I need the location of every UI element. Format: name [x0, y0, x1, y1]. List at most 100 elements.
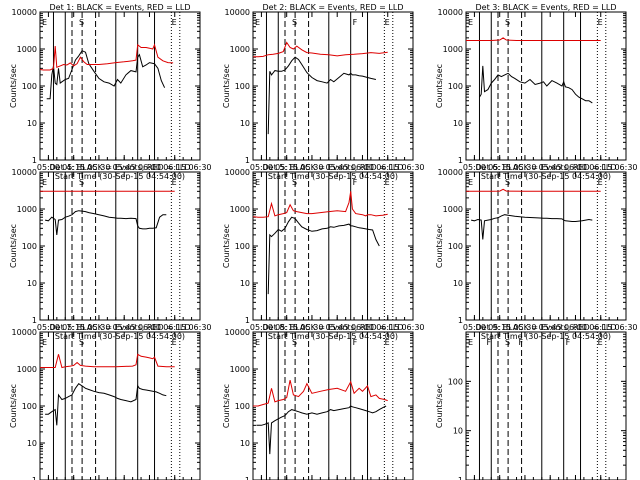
- x-tick-label: 05:45: [539, 163, 562, 172]
- plot-title: Det 4: BLACK = Events, RED = LLD: [50, 163, 191, 172]
- y-tick-label: 10000: [438, 168, 463, 177]
- lld-series-line: [39, 43, 174, 71]
- y-tick-label: 1000: [230, 365, 250, 374]
- segment-letter: S: [79, 338, 84, 347]
- y-axis-label: Counts/sec: [222, 384, 231, 428]
- y-tick-label: 100: [22, 402, 37, 411]
- x-tick-label: 06:15: [376, 323, 399, 332]
- segment-letter: S: [292, 178, 297, 187]
- x-tick-label: 06:00: [138, 323, 161, 332]
- x-tick-label: 05:30: [513, 163, 536, 172]
- x-tick-label: 05:45: [326, 323, 349, 332]
- x-tick-label: 06:15: [376, 163, 399, 172]
- segment-letter: E: [468, 178, 473, 187]
- segment-letter: F: [519, 338, 524, 347]
- x-tick-label: 06:30: [401, 163, 424, 172]
- segment-letter: E: [385, 18, 390, 27]
- y-tick-label: 100: [235, 242, 250, 251]
- segment-letter: F: [487, 338, 492, 347]
- x-tick-label: 05:15: [62, 163, 85, 172]
- y-tick-label: 10: [453, 119, 463, 128]
- y-tick-label: 10000: [225, 168, 250, 177]
- plot-frame: [39, 331, 201, 480]
- events-series-line: [267, 216, 380, 295]
- events-series-line: [479, 65, 593, 104]
- y-tick-label: 10: [27, 279, 37, 288]
- y-axis-label: Counts/sec: [435, 224, 444, 268]
- y-axis-label: Counts/sec: [9, 64, 18, 108]
- y-tick-label: 10: [453, 279, 463, 288]
- lld-series-line: [252, 191, 388, 218]
- x-tick-label: 06:15: [163, 163, 186, 172]
- segment-letter: E: [385, 338, 390, 347]
- segment-letter: E: [598, 18, 603, 27]
- segment-letter: S: [79, 178, 84, 187]
- x-tick-label: 05:00: [37, 163, 60, 172]
- segment-letter: S: [292, 18, 297, 27]
- segment-letter: S: [79, 18, 84, 27]
- events-series-line: [44, 210, 167, 235]
- segment-letter: E: [385, 178, 390, 187]
- x-tick-label: 05:00: [250, 163, 273, 172]
- plot-title: Det 5: BLACK = Events, RED = LLD: [263, 163, 404, 172]
- segment-letter: E: [255, 178, 260, 187]
- x-tick-label: 06:30: [614, 323, 637, 332]
- y-tick-label: 1000: [17, 205, 37, 214]
- events-series-line: [470, 214, 593, 240]
- y-tick-label: 10: [240, 439, 250, 448]
- y-tick-label: 100: [22, 242, 37, 251]
- segment-letter: E: [255, 18, 260, 27]
- segment-letter: E: [172, 18, 177, 27]
- segment-letter: S: [505, 338, 510, 347]
- plot-frame: [465, 331, 627, 480]
- y-axis-label: Counts/sec: [435, 384, 444, 428]
- y-tick-label: 1000: [230, 205, 250, 214]
- segment-letter: E: [598, 338, 603, 347]
- x-axis-label: Start Time (30-Sep-15 04:54:00): [268, 332, 398, 341]
- segment-letter: E: [468, 18, 473, 27]
- x-tick-label: 06:15: [589, 163, 612, 172]
- detector-plot-1: Det 1: BLACK = Events, RED = LLD 1 10 100 10…: [9, 3, 212, 181]
- y-tick-label: 1: [245, 156, 250, 165]
- x-axis-label: Start Time (30-Sep-15 04:54:00): [481, 172, 611, 181]
- plot-frame: [39, 11, 201, 161]
- x-tick-label: 05:30: [513, 323, 536, 332]
- segment-letter: E: [42, 178, 47, 187]
- y-axis-label: Counts/sec: [222, 64, 231, 108]
- segment-letter: S: [292, 338, 297, 347]
- y-tick-label: 1: [458, 156, 463, 165]
- x-tick-label: 05:30: [300, 163, 323, 172]
- detector-plot-3: Det 3: BLACK = Events, RED = LLD 1 10 100 10…: [435, 3, 638, 181]
- segment-letter: F: [566, 338, 571, 347]
- y-axis-label: Counts/sec: [9, 384, 18, 428]
- x-tick-label: 05:45: [113, 163, 136, 172]
- x-tick-label: 06:30: [188, 323, 211, 332]
- lld-series-line: [466, 188, 601, 192]
- x-tick-label: 05:30: [87, 163, 110, 172]
- lld-series-line: [466, 37, 601, 41]
- y-tick-label: 10: [240, 279, 250, 288]
- x-axis-label: Start Time (30-Sep-15 04:54:00): [268, 172, 398, 181]
- plot-frame: [39, 171, 201, 321]
- y-axis-label: Counts/sec: [222, 224, 231, 268]
- x-tick-label: 06:15: [589, 323, 612, 332]
- x-tick-label: 05:00: [37, 323, 60, 332]
- detector-plot-7: Det 7: BLACK = Events, RED = LLD 1 10 100 10…: [9, 323, 201, 480]
- detector-plot-8: Det 8: BLACK = Events, RED = LLD 1 10 100 10…: [222, 323, 414, 480]
- y-tick-label: 100: [22, 82, 37, 91]
- y-axis-label: Counts/sec: [435, 64, 444, 108]
- y-tick-label: 10000: [225, 328, 250, 337]
- y-tick-label: 1: [458, 476, 463, 480]
- detector-plot-5: Det 5: BLACK = Events, RED = LLD 1 10 100 10…: [222, 163, 425, 341]
- y-tick-label: 1000: [443, 205, 463, 214]
- y-tick-label: 10000: [225, 8, 250, 17]
- x-axis-label: Start Time (30-Sep-15 04:54:00): [55, 332, 185, 341]
- x-tick-label: 05:15: [275, 323, 298, 332]
- y-axis-label: Counts/sec: [9, 224, 18, 268]
- plot-title: Det 3: BLACK = Events, RED = LLD: [476, 3, 617, 12]
- segment-letter: E: [172, 178, 177, 187]
- x-tick-label: 05:30: [300, 323, 323, 332]
- x-tick-label: 05:45: [326, 163, 349, 172]
- events-series-line: [46, 50, 166, 100]
